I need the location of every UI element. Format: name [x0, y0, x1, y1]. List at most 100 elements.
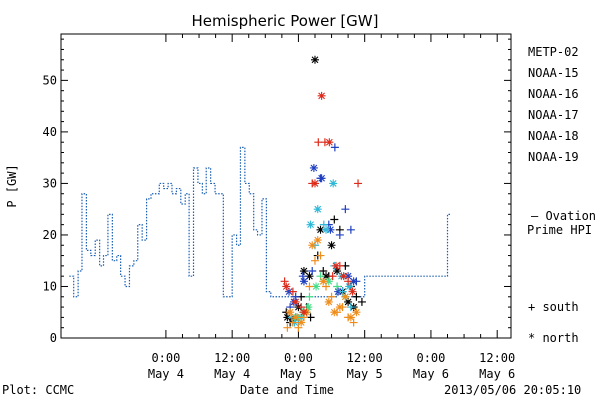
legend-entry: NOAA-15 — [528, 66, 579, 80]
north-marker — [299, 308, 308, 317]
south-marker — [354, 179, 363, 188]
ovation-series — [69, 146, 452, 298]
south-marker — [305, 282, 314, 291]
x-tick-label-time: 12:00 — [479, 351, 515, 365]
north-marker — [313, 236, 322, 245]
north-marker — [325, 138, 334, 147]
north-marker — [306, 220, 315, 229]
x-axis: 0:00 May 4 12:00 May 4 0:00 May 5 12:00 May 5 0:… — [148, 34, 515, 381]
north-marker — [326, 225, 335, 234]
legend: METP-02 NOAA-15 NOAA-16 NOAA-17 NOAA-18 NOAA-… — [528, 45, 579, 164]
north-marker — [346, 313, 355, 322]
south-marker — [357, 297, 366, 306]
legend-entry: NOAA-17 — [528, 108, 579, 122]
north-marker — [322, 272, 331, 281]
north-marker — [319, 277, 328, 286]
y-tick-label: 50 — [43, 73, 57, 87]
y-tick-label: 40 — [43, 125, 57, 139]
north-marker — [291, 297, 300, 306]
plot-credit: Plot: CCMC — [2, 383, 74, 397]
south-marker — [330, 215, 339, 224]
south-marker-legend: + south — [528, 300, 579, 314]
y-axis-label: P [GW] — [5, 164, 19, 207]
south-marker — [346, 303, 355, 312]
north-marker — [324, 297, 333, 306]
north-marker — [344, 297, 353, 306]
south-marker — [344, 277, 353, 286]
series-noaa-18 — [283, 236, 361, 332]
south-marker — [346, 225, 355, 234]
north-marker — [305, 272, 314, 281]
south-marker — [288, 287, 297, 296]
north-marker — [309, 163, 318, 172]
north-marker — [339, 272, 348, 281]
north-marker — [334, 287, 343, 296]
north-marker — [299, 277, 308, 286]
south-marker — [352, 292, 361, 301]
x-tick-label-time: 12:00 — [214, 351, 250, 365]
south-marker — [305, 292, 314, 301]
south-marker — [335, 230, 344, 239]
north-marker — [352, 308, 361, 317]
legend-entry: NOAA-19 — [528, 150, 579, 164]
north-marker — [330, 308, 339, 317]
north-marker — [310, 55, 319, 64]
plot-timestamp: 2013/05/06 20:05:10 — [444, 383, 581, 397]
series-noaa-15 — [285, 143, 361, 312]
x-tick-label-day: May 4 — [214, 367, 250, 381]
north-marker — [316, 225, 325, 234]
north-marker — [299, 267, 308, 276]
plot-frame — [60, 33, 512, 339]
y-tick-label: 30 — [43, 176, 57, 190]
north-marker — [344, 272, 353, 281]
y-axis: 0 10 20 30 40 50 — [43, 38, 511, 345]
series-noaa-19 — [280, 91, 363, 317]
x-tick-label-day: May 5 — [347, 367, 383, 381]
satellite-points — [280, 55, 366, 332]
x-tick-label-time: 0:00 — [284, 351, 313, 365]
x-tick-label-day: May 6 — [413, 367, 449, 381]
north-marker-legend: * north — [528, 331, 579, 345]
north-marker — [286, 308, 295, 317]
north-marker — [308, 241, 317, 250]
north-marker — [317, 91, 326, 100]
x-tick-label-time: 12:00 — [347, 351, 383, 365]
north-marker — [349, 277, 358, 286]
south-marker — [310, 256, 319, 265]
north-marker — [329, 179, 338, 188]
north-marker — [317, 174, 326, 183]
south-marker — [280, 277, 289, 286]
south-marker — [298, 272, 307, 281]
x-tick-label-time: 0:00 — [151, 351, 180, 365]
legend-entry: NOAA-16 — [528, 87, 579, 101]
north-marker — [345, 282, 354, 291]
y-tick-label: 20 — [43, 228, 57, 242]
north-marker — [348, 287, 357, 296]
north-marker — [341, 292, 350, 301]
ovation-legend-line2: Prime HPI — [527, 223, 592, 237]
north-marker — [310, 179, 319, 188]
north-marker — [282, 282, 291, 291]
legend-entry: METP-02 — [528, 45, 579, 59]
y-tick-label: 0 — [50, 331, 57, 345]
ovation-line — [69, 146, 452, 298]
north-marker — [335, 303, 344, 312]
north-marker — [291, 313, 300, 322]
south-marker — [316, 251, 325, 260]
south-marker — [328, 272, 337, 281]
north-marker — [304, 303, 313, 312]
south-marker — [283, 323, 292, 332]
x-tick-label-day: May 5 — [280, 367, 316, 381]
north-marker — [331, 261, 340, 270]
north-marker — [313, 205, 322, 214]
x-tick-label-day: May 4 — [148, 367, 184, 381]
chart-title: Hemispheric Power [GW] — [192, 12, 379, 30]
x-tick-label-day: May 6 — [479, 367, 515, 381]
north-marker — [324, 277, 333, 286]
north-marker — [322, 225, 331, 234]
north-marker — [297, 318, 306, 327]
north-marker — [327, 241, 336, 250]
south-marker — [333, 282, 342, 291]
legend-entry: NOAA-18 — [528, 129, 579, 143]
